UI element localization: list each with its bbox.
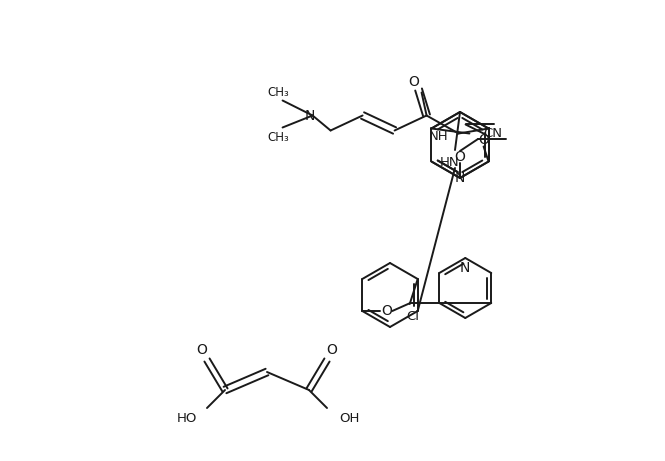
Text: O: O [478, 132, 489, 147]
Text: CH₃: CH₃ [268, 86, 289, 99]
Text: O: O [408, 75, 419, 89]
Text: O: O [381, 304, 392, 318]
Text: N: N [305, 108, 315, 123]
Text: N: N [460, 261, 470, 275]
Text: HN: HN [440, 155, 460, 169]
Text: N: N [455, 171, 465, 185]
Text: OH: OH [339, 412, 359, 425]
Text: CN: CN [483, 127, 503, 140]
Text: O: O [455, 150, 465, 164]
Text: Cl: Cl [406, 311, 419, 324]
Text: HO: HO [177, 412, 197, 425]
Text: CH₃: CH₃ [268, 131, 289, 144]
Text: NH: NH [429, 130, 449, 143]
Text: O: O [327, 343, 337, 357]
Text: O: O [197, 343, 207, 357]
